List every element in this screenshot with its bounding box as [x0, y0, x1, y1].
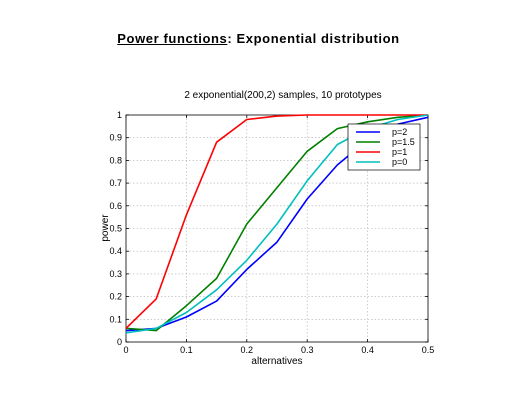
- y-tick-label: 0.3: [109, 269, 122, 279]
- y-axis-label: power: [100, 214, 111, 242]
- legend-box: [347, 123, 421, 171]
- y-tick-label: 1: [117, 110, 122, 120]
- x-tick-label: 0.3: [301, 345, 314, 355]
- legend-label-p-0: p=0: [392, 157, 407, 167]
- x-tick-label: 0: [123, 345, 128, 355]
- y-tick-label: 0.1: [109, 314, 122, 324]
- series-line-p-1-5: [125, 114, 429, 332]
- y-tick-label: 0.6: [109, 201, 122, 211]
- legend: p=2p=1.5p=1p=0: [347, 123, 421, 171]
- y-tick-label: 0.4: [109, 246, 122, 256]
- y-tick-label: 0.8: [109, 155, 122, 165]
- legend-label-p-1-5: p=1.5: [392, 137, 415, 147]
- series-line-p-1: [125, 114, 428, 329]
- x-tick-label: 0.1: [180, 345, 193, 355]
- legend-label-p-1: p=1: [392, 147, 407, 157]
- grid-lines: [126, 115, 428, 342]
- y-tick-label: 0.5: [109, 224, 122, 234]
- legend-label-p-2: p=2: [392, 127, 407, 137]
- axis-ticks: 0 0.1 0.2 0.3 0.4 0.5 0 0.1 0.2 0.3 0.4 0.5 0.6 0.7 0.…: [109, 110, 434, 355]
- x-tick-label: 0.5: [422, 345, 435, 355]
- y-tick-label: 0: [117, 337, 122, 347]
- page-title: Power functions: Exponential distributio…: [0, 31, 517, 46]
- x-axis-label: alternatives: [251, 356, 302, 367]
- page-title-rest: : Exponential distribution: [227, 31, 400, 46]
- x-tick-label: 0.4: [361, 345, 374, 355]
- y-tick-label: 0.9: [109, 133, 122, 143]
- y-tick-label: 0.2: [109, 292, 122, 302]
- x-tick-label: 0.2: [241, 345, 254, 355]
- chart-subtitle: 2 exponential(200,2) samples, 10 prototy…: [184, 90, 381, 101]
- page-title-main: Power functions: [117, 31, 228, 46]
- y-tick-label: 0.7: [109, 178, 122, 188]
